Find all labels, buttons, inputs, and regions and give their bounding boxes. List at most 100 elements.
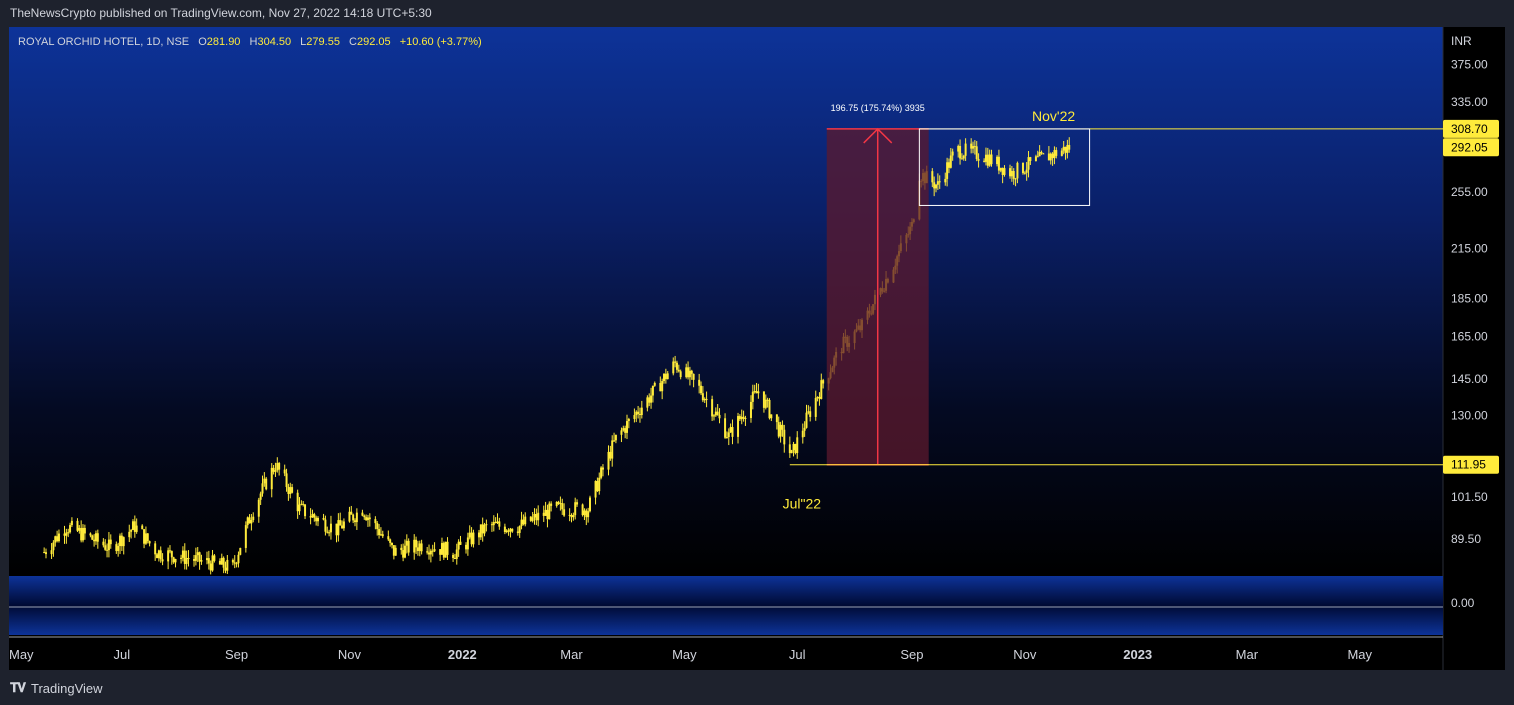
- candle-body: [278, 463, 281, 470]
- candle-body: [550, 503, 553, 506]
- candle-body: [947, 162, 950, 168]
- candle-body: [416, 547, 419, 551]
- candle-body: [439, 549, 442, 555]
- candle-body: [738, 416, 741, 420]
- candle-body: [594, 480, 597, 498]
- tradingview-logo-icon: 𝐓𝐕: [10, 680, 26, 695]
- candle-body: [154, 543, 157, 555]
- candle-body: [638, 414, 641, 416]
- y-tick-label: 101.50: [1451, 490, 1488, 504]
- candle-body: [753, 391, 756, 393]
- candle-body: [1029, 157, 1032, 161]
- low-label: L: [300, 36, 306, 48]
- candle-body: [1042, 153, 1045, 155]
- candle-body: [43, 552, 46, 554]
- candle-body: [78, 527, 81, 531]
- candle-body: [440, 543, 443, 555]
- candle-body: [379, 534, 382, 536]
- candle-body: [354, 520, 357, 523]
- candle-body: [376, 523, 379, 530]
- candle-body: [130, 529, 133, 532]
- candle-body: [620, 430, 623, 435]
- candle-body: [465, 544, 468, 550]
- candle-body: [949, 155, 952, 168]
- x-tick-label: Mar: [560, 647, 583, 662]
- candle-body: [1055, 150, 1058, 156]
- candle-body: [326, 531, 329, 533]
- candle-body: [494, 522, 497, 524]
- candle-body: [96, 533, 99, 542]
- candle-body: [779, 424, 782, 437]
- candle-body: [89, 533, 92, 536]
- candle-body: [959, 145, 962, 159]
- candle-body: [70, 520, 73, 526]
- candle-body: [479, 524, 482, 538]
- measure-arrow-head: [863, 127, 893, 144]
- candle-body: [542, 512, 545, 516]
- candle-body: [977, 159, 980, 161]
- candle-body: [951, 151, 954, 156]
- candle-body: [104, 545, 107, 550]
- candle-body: [666, 373, 669, 380]
- candle-body: [574, 502, 577, 516]
- candle-body: [466, 537, 469, 550]
- candle-body: [313, 514, 316, 518]
- candle-body: [54, 536, 57, 543]
- candle-body: [209, 563, 212, 571]
- candle-body: [402, 550, 405, 558]
- candle-body: [237, 554, 240, 564]
- candle-body: [609, 451, 612, 459]
- candle-body: [1003, 168, 1006, 175]
- candle-body: [91, 535, 94, 540]
- candle-body: [737, 416, 740, 437]
- candle-body: [548, 503, 551, 520]
- candle-body: [348, 511, 351, 522]
- candle-body: [270, 467, 273, 490]
- candle-body: [63, 533, 66, 536]
- chart-container[interactable]: 0.00 196.75 (175.74%) 3935 Jul"22 Nov'22 3…: [9, 27, 1505, 670]
- candle-body: [805, 412, 808, 428]
- candle-body: [1062, 146, 1065, 151]
- candle-body: [572, 515, 575, 518]
- candle-body: [640, 407, 643, 416]
- candle-body: [751, 391, 754, 402]
- candle-body: [80, 527, 83, 541]
- candle-body: [725, 437, 728, 439]
- candle-body: [685, 367, 688, 378]
- candle-body: [67, 532, 70, 534]
- candle-body: [420, 543, 423, 552]
- candle-body: [557, 501, 560, 504]
- candle-body: [999, 167, 1002, 171]
- candle-body: [1040, 152, 1043, 154]
- candle-body: [794, 443, 797, 454]
- open-value: 281.90: [207, 36, 241, 48]
- candle-body: [361, 512, 364, 516]
- candle-body: [648, 397, 651, 403]
- candle-body: [107, 539, 110, 551]
- candle-body: [131, 521, 134, 530]
- candle-body: [507, 530, 510, 532]
- y-tick-label: 165.00: [1451, 329, 1488, 343]
- candle-body: [576, 502, 579, 505]
- candle-body: [446, 541, 449, 555]
- candle-body: [248, 517, 251, 524]
- candle-body: [259, 493, 262, 500]
- candle-body: [677, 369, 680, 372]
- candle-body: [315, 517, 318, 522]
- price-chart[interactable]: 0.00 196.75 (175.74%) 3935 Jul"22 Nov'22 3…: [9, 27, 1505, 670]
- candle-body: [498, 521, 501, 527]
- candle-body: [205, 558, 208, 561]
- candle-body: [381, 534, 384, 537]
- candle-body: [822, 380, 825, 384]
- candle-body: [429, 550, 432, 555]
- candle-body: [45, 552, 48, 555]
- candle-body: [973, 146, 976, 148]
- candle-body: [516, 531, 519, 533]
- candle-body: [106, 549, 109, 551]
- candle-body: [1014, 178, 1017, 180]
- candle-body: [972, 146, 975, 149]
- candle-body: [596, 480, 599, 492]
- candle-body: [285, 473, 288, 488]
- candle-body: [700, 385, 703, 394]
- candle-body: [931, 171, 934, 183]
